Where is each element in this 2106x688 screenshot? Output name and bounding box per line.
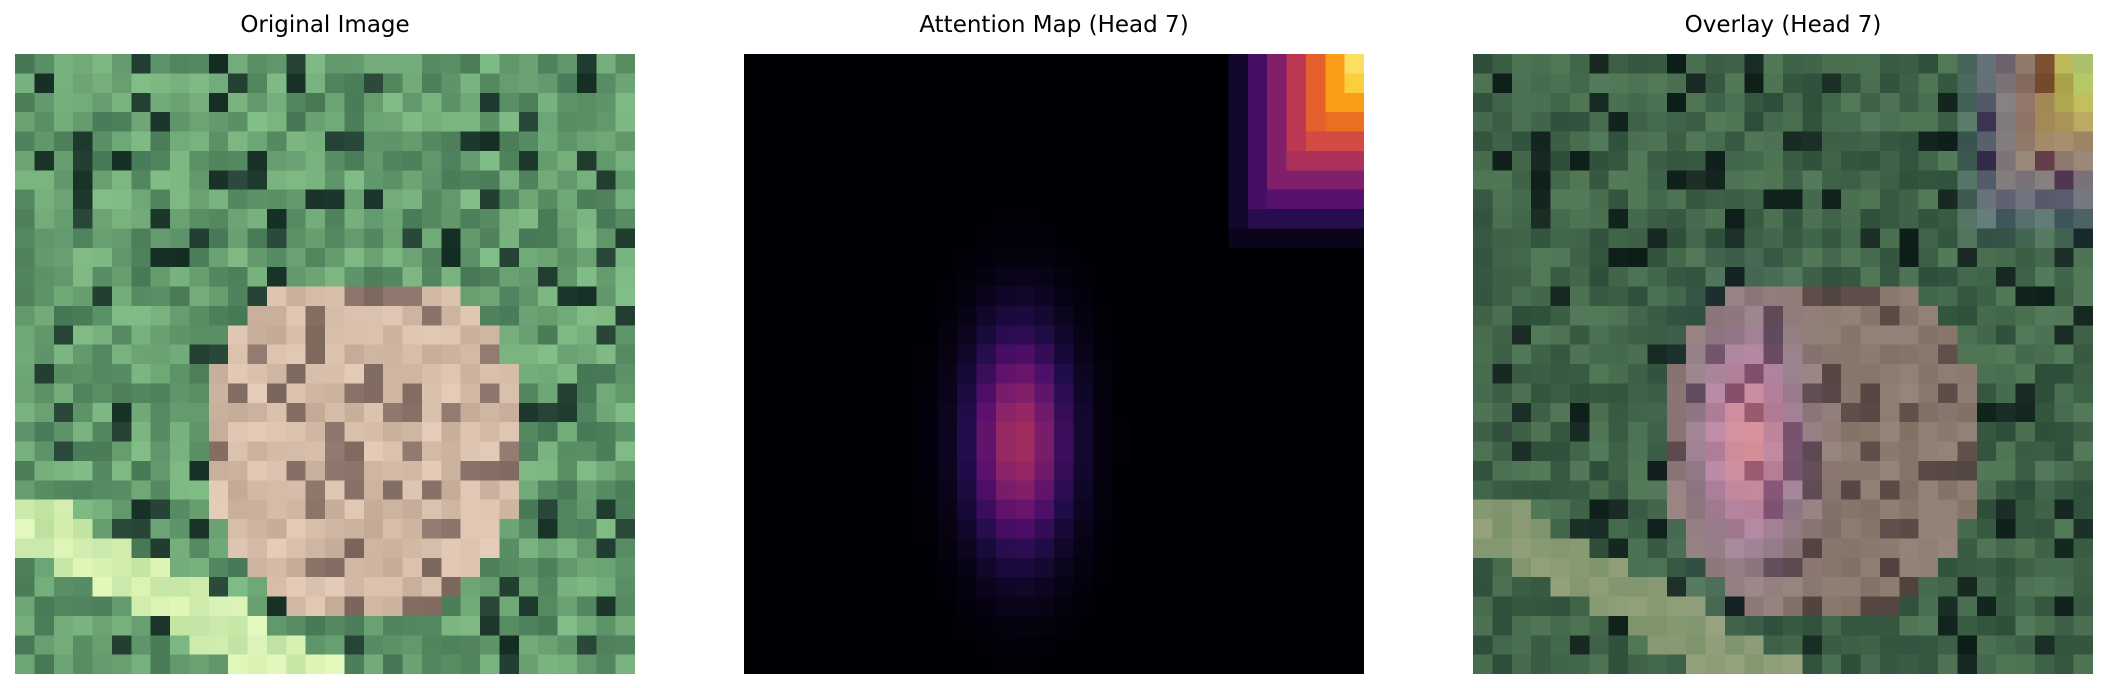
original-image-title: Original Image [240, 12, 410, 38]
original-image [15, 54, 635, 674]
attention-map-panel: Attention Map (Head 7) [744, 0, 1364, 688]
overlay-title: Overlay (Head 7) [1684, 12, 1882, 38]
overlay-image [1473, 54, 2093, 674]
attention-map-title: Attention Map (Head 7) [919, 12, 1189, 38]
overlay-panel: Overlay (Head 7) [1473, 0, 2093, 688]
attention-map-image [744, 54, 1364, 674]
original-image-panel: Original Image [15, 0, 635, 688]
